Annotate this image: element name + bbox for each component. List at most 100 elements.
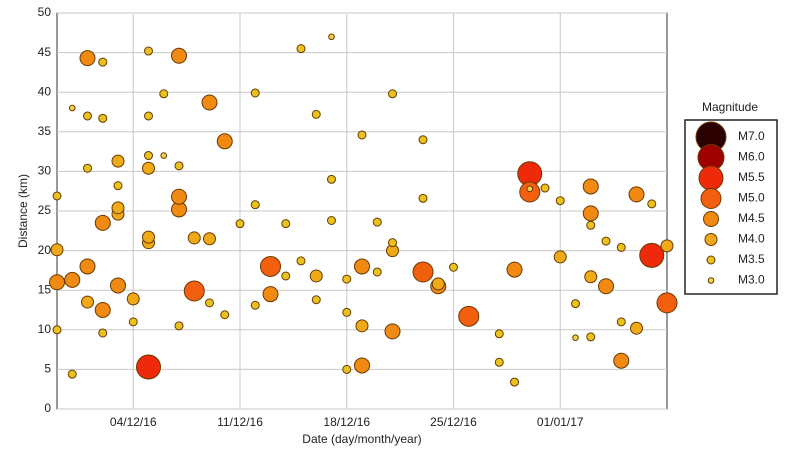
bubble bbox=[540, 183, 550, 193]
bubble bbox=[98, 113, 108, 123]
bubble bbox=[418, 193, 428, 203]
bubble bbox=[216, 133, 233, 150]
bubble bbox=[68, 104, 76, 112]
bubble bbox=[174, 321, 184, 331]
bubble bbox=[309, 269, 323, 283]
bubble bbox=[555, 196, 565, 206]
bubble bbox=[630, 321, 643, 335]
bubble bbox=[354, 357, 370, 374]
y-tick-label: 35 bbox=[38, 124, 52, 138]
bubble bbox=[639, 242, 665, 268]
bubble bbox=[160, 152, 168, 159]
bubble bbox=[656, 292, 678, 314]
bubble bbox=[52, 325, 62, 335]
bubble bbox=[372, 217, 382, 227]
bubble bbox=[494, 329, 504, 339]
bubble bbox=[660, 239, 674, 253]
bubble bbox=[412, 261, 434, 283]
bubble bbox=[220, 310, 230, 320]
bubble bbox=[83, 163, 92, 173]
legend-marker bbox=[698, 165, 724, 191]
bubble bbox=[449, 262, 458, 272]
bubble bbox=[83, 111, 92, 121]
legend-title: Magnitude bbox=[702, 100, 758, 114]
bubble bbox=[388, 89, 397, 99]
bubble bbox=[311, 295, 321, 305]
bubble bbox=[586, 220, 596, 230]
legend-marker bbox=[707, 277, 715, 284]
y-axis-label: Distance (km) bbox=[16, 174, 30, 248]
bubble bbox=[144, 111, 153, 121]
bubble bbox=[159, 89, 169, 99]
bubble bbox=[94, 302, 111, 318]
bubble bbox=[506, 261, 523, 278]
y-tick-label: 0 bbox=[44, 401, 51, 415]
bubble bbox=[171, 47, 187, 64]
legend-marker bbox=[703, 211, 719, 227]
legend-label: M5.0 bbox=[738, 191, 765, 205]
bubble bbox=[67, 369, 77, 379]
bubble bbox=[384, 323, 401, 340]
bubble bbox=[357, 130, 367, 140]
bubble bbox=[98, 328, 108, 338]
legend-marker bbox=[706, 255, 716, 265]
bubble bbox=[582, 178, 599, 195]
bubble bbox=[110, 277, 126, 294]
bubble bbox=[171, 188, 187, 205]
bubble bbox=[260, 255, 281, 277]
bubble bbox=[281, 219, 291, 229]
bubble bbox=[126, 292, 140, 306]
bubble bbox=[342, 274, 352, 284]
bubble bbox=[311, 109, 321, 119]
x-tick-label: 01/01/17 bbox=[537, 415, 584, 429]
bubble bbox=[250, 200, 260, 210]
bubble bbox=[354, 258, 370, 275]
bubble bbox=[203, 232, 216, 246]
bubble bbox=[458, 305, 480, 327]
bubble bbox=[183, 280, 205, 302]
bubble bbox=[572, 334, 579, 342]
bubble bbox=[388, 238, 397, 248]
bubble bbox=[582, 205, 599, 222]
bubble bbox=[616, 242, 626, 252]
bubble bbox=[142, 230, 155, 244]
bubble bbox=[201, 94, 218, 111]
bubble bbox=[235, 219, 245, 229]
legend-label: M6.0 bbox=[738, 150, 765, 164]
legend-label: M7.0 bbox=[738, 129, 765, 143]
legend-label: M4.5 bbox=[738, 211, 765, 225]
bubble bbox=[174, 161, 184, 171]
bubble bbox=[571, 299, 580, 309]
bubble bbox=[250, 300, 260, 310]
bubble bbox=[111, 201, 125, 215]
y-tick-label: 15 bbox=[38, 282, 52, 296]
legend-label: M5.5 bbox=[738, 170, 765, 184]
x-tick-label: 04/12/16 bbox=[110, 415, 157, 429]
x-axis-label: Date (day/month/year) bbox=[302, 432, 421, 446]
y-tick-label: 45 bbox=[38, 45, 52, 59]
bubble bbox=[647, 199, 657, 209]
bubble bbox=[144, 46, 153, 56]
legend-label: M3.5 bbox=[738, 252, 765, 266]
bubble bbox=[64, 271, 81, 288]
y-tick-label: 20 bbox=[38, 243, 52, 257]
bubble bbox=[628, 186, 645, 203]
bubble bbox=[296, 44, 306, 54]
legend-box bbox=[684, 119, 778, 295]
bubble bbox=[586, 332, 596, 342]
x-tick-label: 25/12/16 bbox=[430, 415, 477, 429]
bubble bbox=[81, 295, 94, 309]
bubble bbox=[296, 256, 306, 266]
y-tick-label: 5 bbox=[44, 362, 51, 376]
y-tick-label: 40 bbox=[38, 84, 52, 98]
legend-marker bbox=[704, 233, 718, 246]
x-tick-label: 18/12/16 bbox=[323, 415, 370, 429]
bubble bbox=[510, 377, 519, 387]
legend-label: M4.0 bbox=[738, 232, 765, 246]
y-tick-label: 25 bbox=[38, 203, 52, 217]
bubble bbox=[584, 270, 598, 284]
bubble bbox=[553, 250, 567, 264]
bubble bbox=[79, 50, 96, 67]
